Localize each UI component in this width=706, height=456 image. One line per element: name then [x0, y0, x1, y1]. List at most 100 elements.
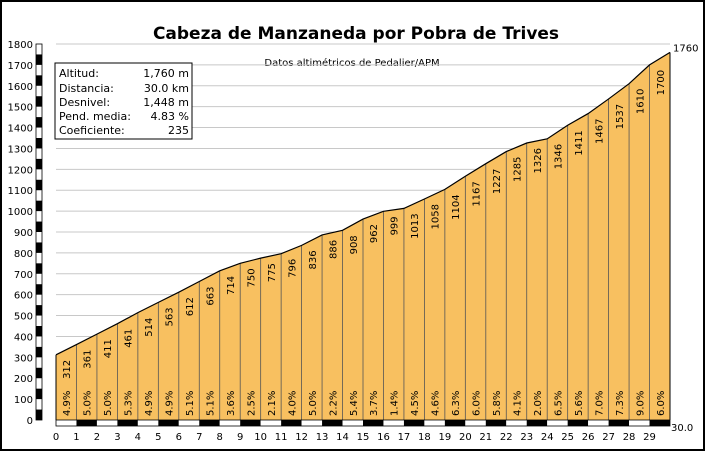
y-scale-white: [36, 252, 42, 264]
y-tick-label: 1300: [8, 144, 33, 155]
profile-segment: [240, 258, 261, 420]
y-tick-label: 400: [14, 332, 33, 343]
gradient-label: 2.5%: [246, 391, 257, 416]
y-scale-black: [36, 263, 42, 274]
y-scale-black: [36, 242, 42, 253]
y-scale-frame: [35, 43, 43, 421]
x-tick-label: 13: [316, 432, 329, 443]
altitude-label: 999: [390, 216, 401, 235]
gradient-label: 5.0%: [83, 391, 94, 416]
x-tick-label: 16: [377, 432, 390, 443]
y-tick-label: 1000: [8, 207, 33, 218]
y-scale-black: [36, 117, 42, 128]
y-scale-black: [36, 138, 42, 149]
x-tick-label: 28: [623, 432, 636, 443]
y-scale-white: [36, 190, 42, 201]
y-scale-black: [36, 346, 42, 358]
x-scale-segment: [567, 420, 589, 426]
stats-box-border: [54, 62, 193, 140]
profile-segment: [567, 113, 589, 420]
altitude-label: 1326: [533, 148, 544, 173]
profile-segment: [117, 312, 138, 420]
x-tick-label: 0: [53, 432, 59, 443]
altitude-label: 1411: [574, 130, 585, 155]
gradient-label: 4.9%: [62, 391, 73, 416]
profile-segment: [96, 323, 118, 420]
profile-segment: [199, 270, 220, 420]
y-scale-white: [36, 85, 42, 97]
x-scale-segment: [444, 420, 466, 426]
y-scale-black: [36, 75, 42, 86]
gradient-label: 2.2%: [328, 391, 339, 416]
gradient-label: 5.1%: [185, 391, 196, 416]
stat-label-desnivel: Desnivel:: [59, 96, 110, 109]
altitude-label: 514: [144, 318, 155, 337]
profile-segment: [465, 163, 486, 420]
y-scale-black: [36, 409, 42, 420]
chart-title: Cabeza de Manzaneda por Pobra de Trives: [153, 24, 559, 44]
profile-segment: [485, 151, 507, 421]
x-tick-label: 8: [217, 432, 223, 443]
profile-segment: [547, 125, 568, 420]
gradient-label: 5.8%: [492, 391, 503, 416]
altitude-label: 750: [246, 268, 257, 287]
stat-value-altitud: 1,760 m: [143, 67, 189, 80]
x-scale-segment: [117, 420, 138, 426]
gradient-label: 1.4%: [390, 391, 401, 416]
gradient-label: 4.9%: [144, 391, 155, 416]
altitude-label: 1227: [492, 169, 503, 194]
y-tick-label: 700: [14, 270, 33, 281]
x-tick-label: 12: [295, 432, 308, 443]
x-scale-segment: [383, 420, 404, 426]
y-scale-white: [36, 357, 42, 368]
y-tick-label: 1700: [8, 61, 33, 72]
altitude-label: 411: [103, 339, 114, 358]
altitude-label: 1467: [594, 119, 605, 144]
altitude-label: 1285: [513, 157, 524, 182]
profile-segment: [629, 64, 650, 420]
altitude-label: 1346: [553, 144, 564, 169]
altitude-label: 886: [328, 240, 339, 259]
x-tick-label: 14: [336, 432, 349, 443]
x-scale-segment: [363, 420, 384, 426]
stat-value-coeficiente: 235: [168, 124, 189, 137]
y-scale-white: [36, 378, 42, 389]
x-tick-label: 7: [196, 432, 202, 443]
profile-segment: [281, 245, 302, 420]
y-scale-black: [36, 284, 42, 295]
stat-value-desnivel: 1,448 m: [143, 96, 189, 109]
x-tick-label: 23: [520, 432, 533, 443]
profile-segment: [506, 143, 527, 420]
y-scale-black: [36, 388, 42, 400]
x-scale-frame: [55, 419, 671, 427]
y-tick-label: 800: [14, 249, 33, 260]
gradient-label: 4.5%: [410, 391, 421, 416]
profile-line: [55, 51, 671, 356]
x-scale-segment: [424, 420, 445, 426]
gradient-label: 9.0%: [635, 391, 646, 416]
y-scale-white: [36, 44, 42, 55]
x-tick-label: 26: [582, 432, 595, 443]
summit-altitude-label: 1760: [673, 43, 698, 54]
altitude-label: 461: [124, 329, 135, 348]
x-tick-label: 3: [114, 432, 120, 443]
altitude-label: 563: [165, 307, 176, 326]
gradient-label: 3.7%: [369, 391, 380, 416]
x-scale-segment: [322, 420, 343, 426]
y-tick-label: 1100: [8, 186, 33, 197]
x-scale-segment: [56, 420, 77, 426]
y-tick-label: 300: [14, 353, 33, 364]
profile-segment: [608, 83, 630, 420]
x-scale-segment: [260, 420, 282, 426]
profile-segment: [219, 263, 241, 420]
y-scale-black: [36, 367, 42, 379]
x-tick-label: 20: [459, 432, 472, 443]
profile-segment: [137, 302, 159, 420]
x-scale-segment: [178, 420, 200, 426]
y-tick-label: 1400: [8, 124, 33, 135]
gradient-label: 2.1%: [267, 391, 278, 416]
x-tick-label: 1: [73, 432, 79, 443]
stat-label-altitud: Altitud:: [59, 67, 99, 80]
gradient-label: 5.6%: [574, 391, 585, 416]
